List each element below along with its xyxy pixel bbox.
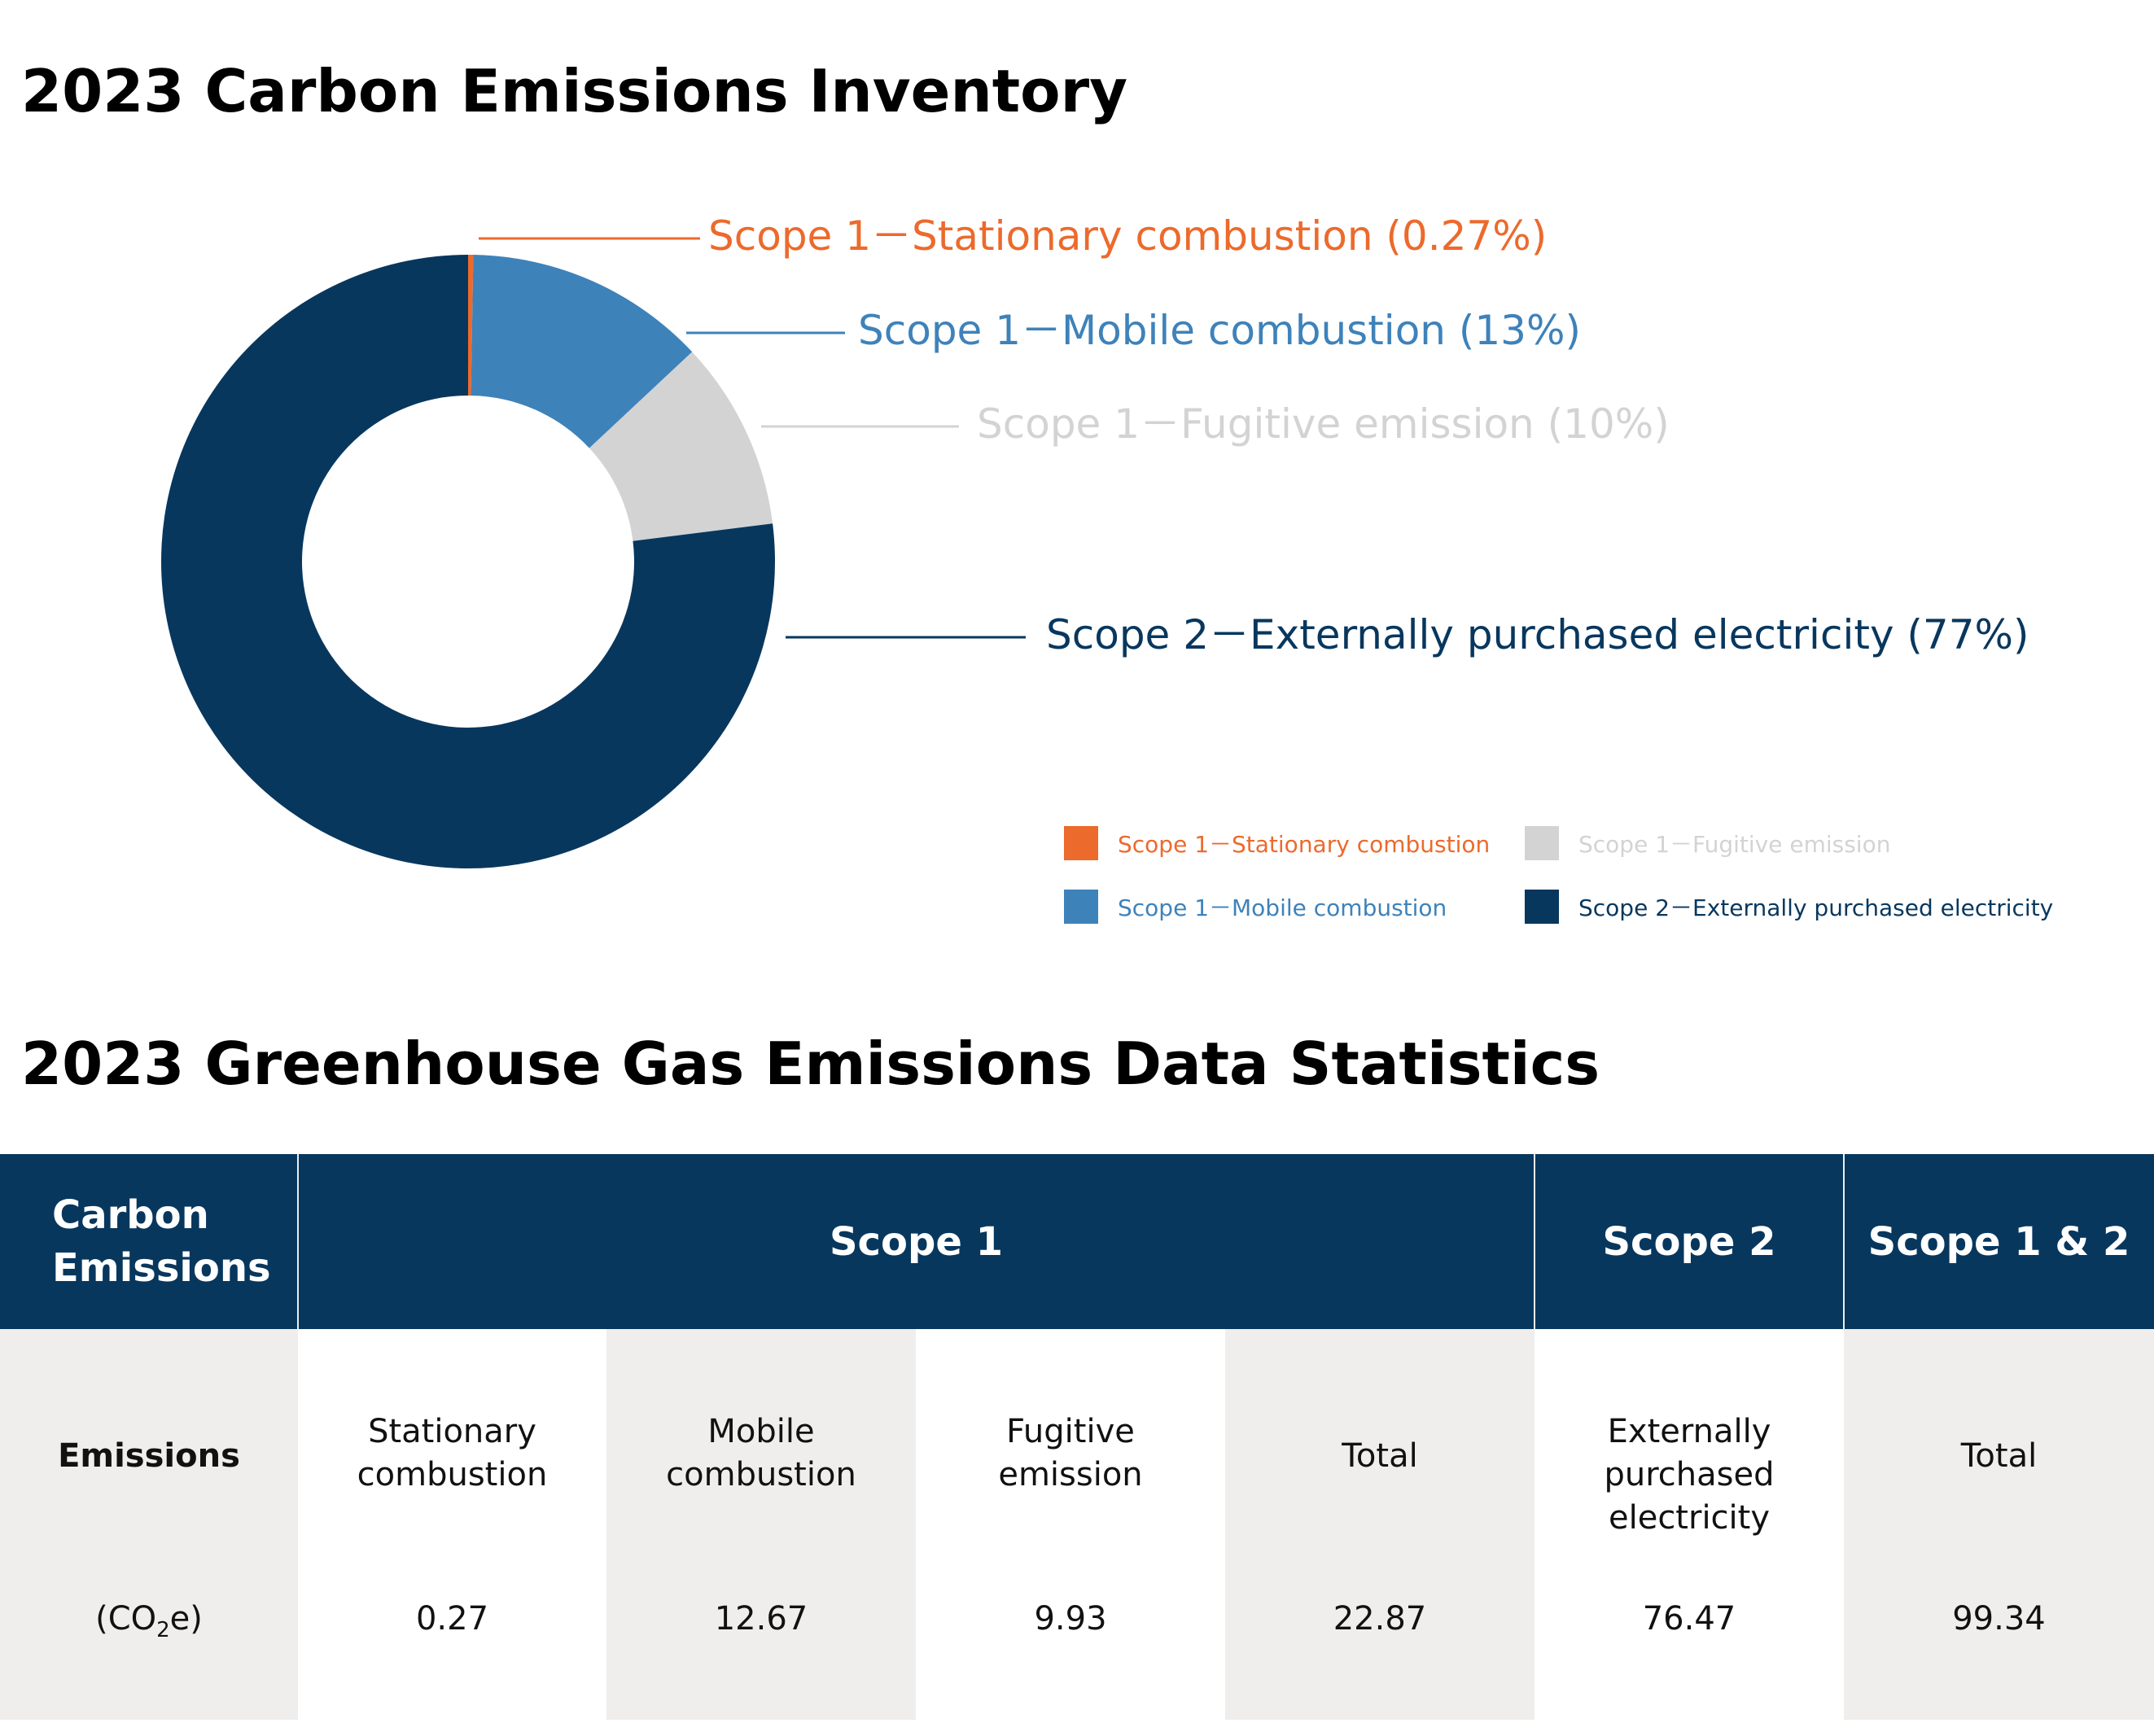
data-column: Externally purchased electricity 76.47 (1535, 1329, 1844, 1720)
legend-swatch (1525, 826, 1559, 860)
legend-item-externally-purchased-electricity: Scope 2－Externally purchased electricity (1525, 890, 2053, 924)
column-label: Stationary combustion (357, 1413, 548, 1493)
slice-label-fugitive-emission: Scope 1－Fugitive emission (10%) (977, 400, 1670, 448)
data-column: Total 99.34 (1844, 1329, 2154, 1720)
slice-externally-purchased-electricity (160, 255, 775, 868)
legend-label: Scope 1－Stationary combustion (1118, 831, 1491, 858)
data-column: Mobile combustion 12.67 (606, 1329, 916, 1720)
legend-label: Scope 1－Mobile combustion (1118, 894, 1447, 921)
header-scope-2: Scope 2 (1535, 1154, 1844, 1329)
legend-swatch (1064, 890, 1098, 924)
column-label: Mobile combustion (666, 1413, 856, 1493)
column-value: 12.67 (714, 1600, 808, 1638)
header-divider (1534, 1154, 1535, 1329)
slice-fugitive-emission (589, 352, 773, 541)
slice-label-stationary-combustion: Scope 1－Stationary combustion (0.27%) (708, 212, 1548, 260)
unit-label: (CO2e) (95, 1600, 203, 1642)
header-carbon-emissions: Carbon Emissions (0, 1154, 298, 1329)
row-label-emissions: Emissions (58, 1437, 240, 1475)
inventory-title: 2023 Carbon Emissions Inventory (21, 57, 1128, 125)
legend-swatch (1525, 890, 1559, 924)
header-scope-1: Scope 1 (298, 1154, 1535, 1329)
column-value: 9.93 (1034, 1600, 1107, 1638)
header-divider (297, 1154, 299, 1329)
data-column: Fugitive emission 9.93 (916, 1329, 1225, 1720)
header-scope-1-and-2: Scope 1 & 2 (1844, 1154, 2154, 1329)
column-label: Total (1960, 1437, 2038, 1475)
row-label-column: Emissions (CO2e) (0, 1329, 298, 1720)
slice-stationary-combustion (468, 255, 474, 396)
data-column: Stationary combustion 0.27 (298, 1329, 606, 1720)
column-label: Externally purchased electricity (1604, 1413, 1775, 1537)
legend-item-stationary-combustion: Scope 1－Stationary combustion (1064, 826, 1490, 860)
column-value: 99.34 (1952, 1600, 2046, 1638)
column-value: 22.87 (1333, 1600, 1427, 1638)
legend-label: Scope 1－Fugitive emission (1578, 831, 1891, 858)
header-divider (1843, 1154, 1845, 1329)
column-value: 0.27 (415, 1600, 489, 1638)
legend-label: Scope 2－Externally purchased electricity (1578, 894, 2054, 921)
slice-label-externally-purchased-electricity: Scope 2－Externally purchased electricity… (1046, 611, 2029, 658)
slice-mobile-combustion (471, 255, 693, 448)
column-label: Fugitive emission (998, 1413, 1143, 1493)
column-label: Total (1342, 1437, 1418, 1475)
donut-chart (160, 237, 1026, 868)
legend-swatch (1064, 826, 1098, 860)
legend-item-mobile-combustion: Scope 1－Mobile combustion (1064, 890, 1447, 924)
column-value: 76.47 (1642, 1600, 1736, 1638)
slice-label-mobile-combustion: Scope 1－Mobile combustion (13%) (858, 307, 1582, 354)
statistics-title: 2023 Greenhouse Gas Emissions Data Stati… (21, 1030, 1600, 1098)
emissions-table: Carbon Emissions Scope 1 Scope 2 Scope 1 & … (0, 1154, 2154, 1720)
data-column: Total 22.87 (1225, 1329, 1535, 1720)
legend-item-fugitive-emission: Scope 1－Fugitive emission (1525, 826, 1890, 860)
